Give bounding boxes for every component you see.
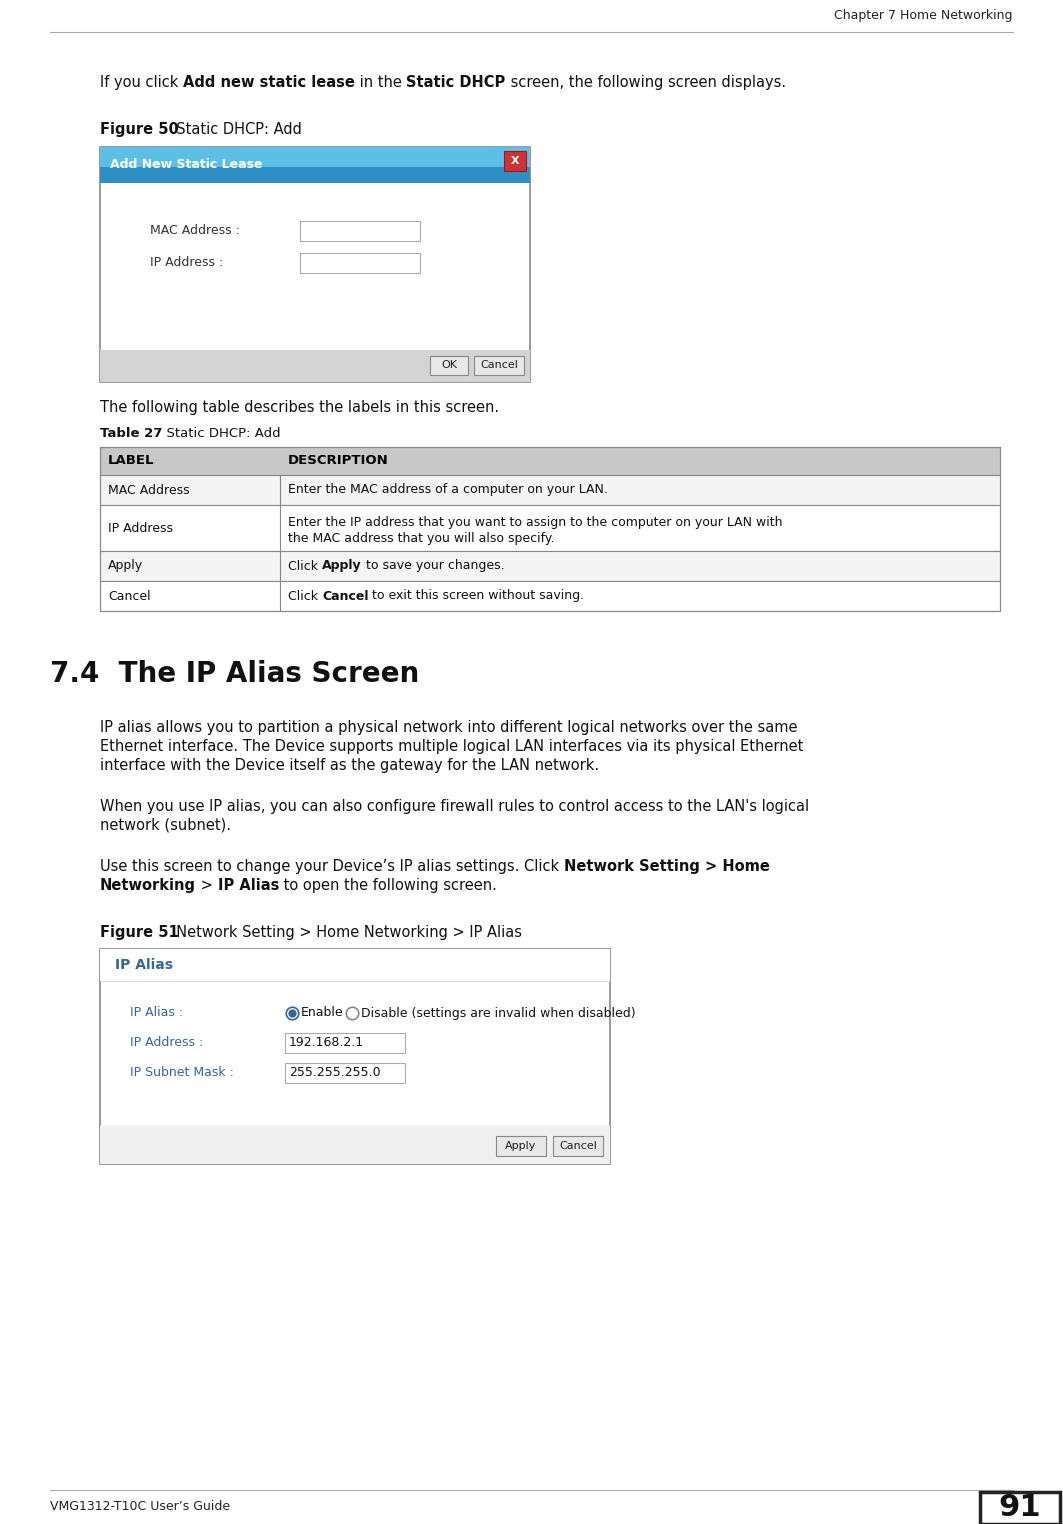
Text: to open the following screen.: to open the following screen. xyxy=(279,878,496,893)
Text: 192.168.2.1: 192.168.2.1 xyxy=(289,1036,365,1050)
Bar xyxy=(553,1135,603,1157)
Text: Static DHCP: Add: Static DHCP: Add xyxy=(158,427,281,440)
Text: screen, the following screen displays.: screen, the following screen displays. xyxy=(506,75,786,90)
Text: Add New Static Lease: Add New Static Lease xyxy=(109,158,263,172)
Text: Chapter 7 Home Networking: Chapter 7 Home Networking xyxy=(834,9,1013,21)
Text: Figure 50: Figure 50 xyxy=(100,122,179,137)
Text: Cancel: Cancel xyxy=(322,590,369,602)
Text: Add new static lease: Add new static lease xyxy=(183,75,355,90)
Bar xyxy=(100,504,1000,552)
Text: Ethernet interface. The Device supports multiple logical LAN interfaces via its : Ethernet interface. The Device supports … xyxy=(100,739,804,754)
Bar xyxy=(285,1033,405,1053)
Text: MAC Address: MAC Address xyxy=(108,483,189,497)
Text: IP Subnet Mask :: IP Subnet Mask : xyxy=(130,1067,234,1079)
Text: Cancel: Cancel xyxy=(480,361,518,370)
Bar xyxy=(100,581,1000,611)
Bar xyxy=(431,357,468,375)
Text: DESCRIPTION: DESCRIPTION xyxy=(288,454,389,468)
Text: X: X xyxy=(510,155,520,166)
Text: interface with the Device itself as the gateway for the LAN network.: interface with the Device itself as the … xyxy=(100,757,600,773)
Bar xyxy=(100,351,530,383)
Text: Figure 51: Figure 51 xyxy=(100,925,179,940)
Text: When you use IP alias, you can also configure firewall rules to control access t: When you use IP alias, you can also conf… xyxy=(100,799,809,814)
Bar xyxy=(100,949,610,981)
Text: Enter the IP address that you want to assign to the computer on your LAN with: Enter the IP address that you want to as… xyxy=(288,517,782,529)
Text: >: > xyxy=(196,878,218,893)
Text: IP Alias :: IP Alias : xyxy=(130,1006,183,1020)
Text: Use this screen to change your Device’s IP alias settings. Click: Use this screen to change your Device’s … xyxy=(100,860,563,873)
Bar xyxy=(300,253,420,273)
Bar xyxy=(100,1126,610,1164)
Text: to save your changes.: to save your changes. xyxy=(361,559,504,573)
Text: IP Address :: IP Address : xyxy=(150,256,223,270)
Text: LABEL: LABEL xyxy=(108,454,154,468)
Text: VMG1312-T10C User’s Guide: VMG1312-T10C User’s Guide xyxy=(50,1500,230,1512)
Text: IP Address: IP Address xyxy=(108,521,173,535)
Text: MAC Address :: MAC Address : xyxy=(150,224,240,238)
Text: Cancel: Cancel xyxy=(559,1141,597,1151)
Text: The following table describes the labels in this screen.: The following table describes the labels… xyxy=(100,399,500,415)
Text: IP Address :: IP Address : xyxy=(130,1036,203,1050)
Bar xyxy=(474,357,524,375)
Text: IP alias allows you to partition a physical network into different logical netwo: IP alias allows you to partition a physi… xyxy=(100,719,797,735)
Text: in the: in the xyxy=(355,75,406,90)
Bar xyxy=(100,447,1000,611)
Bar xyxy=(100,475,1000,504)
Text: Static DHCP: Add: Static DHCP: Add xyxy=(167,122,302,137)
Text: Cancel: Cancel xyxy=(108,590,151,602)
Bar xyxy=(100,146,530,383)
Text: network (subnet).: network (subnet). xyxy=(100,818,231,834)
Text: Apply: Apply xyxy=(505,1141,537,1151)
Text: Click: Click xyxy=(288,590,322,602)
Text: Table 27: Table 27 xyxy=(100,427,163,440)
Text: Enter the MAC address of a computer on your LAN.: Enter the MAC address of a computer on y… xyxy=(288,483,608,497)
Text: Disable (settings are invalid when disabled): Disable (settings are invalid when disab… xyxy=(361,1006,636,1020)
Bar xyxy=(100,552,1000,581)
Text: Networking: Networking xyxy=(100,878,196,893)
Text: IP Alias: IP Alias xyxy=(115,959,173,972)
Text: to exit this screen without saving.: to exit this screen without saving. xyxy=(369,590,585,602)
Text: IP Alias: IP Alias xyxy=(218,878,279,893)
Text: Network Setting > Home Networking > IP Alias: Network Setting > Home Networking > IP A… xyxy=(167,925,522,940)
Text: Apply: Apply xyxy=(108,559,144,573)
Text: If you click: If you click xyxy=(100,75,183,90)
Bar xyxy=(496,1135,546,1157)
Text: Static DHCP: Static DHCP xyxy=(406,75,506,90)
Text: Enable: Enable xyxy=(301,1006,343,1020)
Bar xyxy=(100,146,530,166)
Text: Network Setting > Home: Network Setting > Home xyxy=(563,860,770,873)
Bar xyxy=(285,1064,405,1084)
Text: 255.255.255.0: 255.255.255.0 xyxy=(289,1067,381,1079)
Text: the MAC address that you will also specify.: the MAC address that you will also speci… xyxy=(288,532,555,544)
Bar xyxy=(504,151,526,171)
Bar xyxy=(100,146,530,183)
Text: Apply: Apply xyxy=(322,559,361,573)
Bar xyxy=(980,1492,1060,1524)
Bar xyxy=(100,949,610,1164)
Bar xyxy=(300,221,420,241)
Text: 91: 91 xyxy=(998,1494,1042,1522)
Text: Click: Click xyxy=(288,559,322,573)
Bar xyxy=(100,447,1000,475)
Text: 7.4  The IP Alias Screen: 7.4 The IP Alias Screen xyxy=(50,660,419,687)
Text: OK: OK xyxy=(441,361,457,370)
